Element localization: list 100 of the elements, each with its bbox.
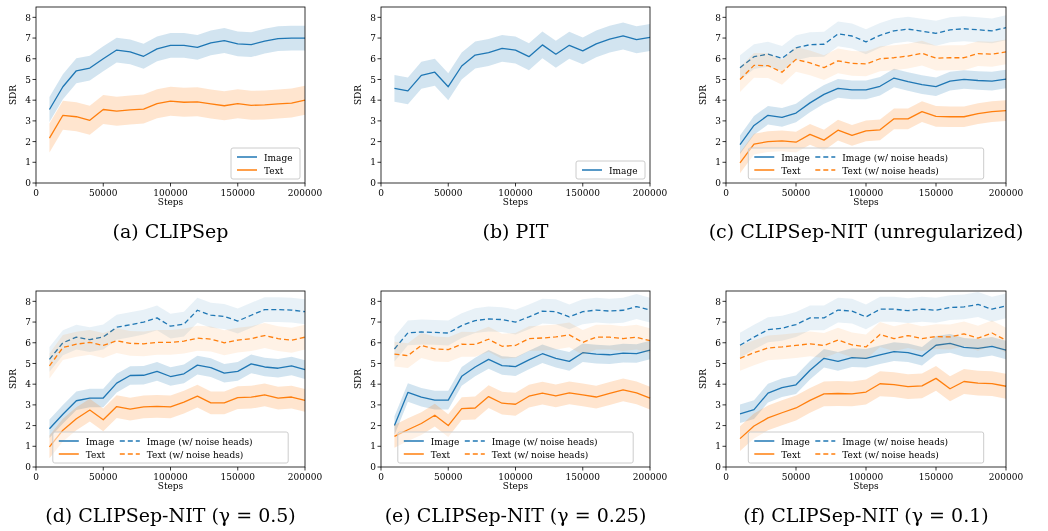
y-tick-label: 5 [25,358,32,369]
x-tick-label: 100000 [153,188,188,198]
line-series [739,303,1007,346]
y-tick-label: 3 [715,116,722,127]
y-tick-label: 7 [370,33,377,44]
y-tick-label: 1 [715,157,721,168]
x-tick-label: 200000 [988,188,1024,198]
x-axis-title: Steps [853,481,880,491]
y-tick-label: 4 [25,379,32,390]
x-axis-title: Steps [502,481,529,491]
legend-label: Text (w/ noise heads) [491,449,589,460]
y-tick-label: 7 [25,317,32,328]
x-tick-label: 100000 [848,188,884,198]
y-tick-label: 3 [25,116,32,127]
y-tick-label: 3 [370,400,377,411]
line-series [739,332,1007,359]
x-tick-label: 0 [378,472,385,482]
y-tick-label: 1 [25,441,31,452]
legend-label: Image [85,436,115,447]
y-tick-label: 7 [370,317,377,328]
legend-label: Image (w/ noise heads) [491,436,598,447]
y-tick-label: 3 [25,400,32,411]
x-axis-title: Steps [157,481,184,491]
legend-label: Text [430,449,451,460]
y-axis-title: SDR [698,84,708,106]
y-axis-title: SDR [698,368,708,390]
x-tick-label: 100000 [498,472,533,482]
legend-label: Text [264,165,284,176]
x-tick-label: 0 [33,472,40,482]
y-tick-label: 0 [370,462,377,473]
line-series [739,51,1007,81]
line-series [739,109,1007,164]
line-series [48,308,306,360]
y-tick-label: 2 [715,420,721,431]
y-tick-label: 2 [370,420,376,431]
text: (f) CLIPSep-NIT (γ = 0.1) [743,504,989,526]
x-tick-label: 50000 [781,472,811,482]
y-tick-label: 1 [370,441,376,452]
y-tick-label: 4 [25,95,32,106]
y-tick-label: 0 [715,462,722,473]
y-tick-label: 8 [370,12,377,23]
legend-label: Image [781,152,810,163]
legend-label: Text [85,449,106,460]
x-tick-label: 0 [723,188,730,198]
y-tick-label: 8 [25,296,32,307]
y-tick-label: 1 [25,157,31,168]
x-tick-label: 150000 [565,472,601,482]
line-series [739,27,1007,69]
y-tick-label: 4 [370,379,377,390]
y-tick-label: 0 [25,462,32,473]
x-tick-label: 200000 [287,188,323,198]
x-tick-label: 50000 [433,188,463,198]
text: (e) CLIPSep-NIT (γ = 0.25) [384,504,647,526]
text: (d) CLIPSep-NIT (γ = 0.5) [45,504,296,526]
y-tick-label: 0 [715,178,722,189]
x-tick-label: 200000 [632,472,668,482]
x-axis-title: Steps [502,197,529,207]
line-series [739,77,1007,146]
line-series [48,99,306,139]
y-tick-label: 7 [715,33,722,44]
line-series [48,334,306,367]
legend-label: Text [781,449,802,460]
y-tick-label: 5 [715,358,722,369]
x-axis-title: Steps [157,197,184,207]
y-tick-label: 5 [370,358,377,369]
y-tick-label: 6 [715,53,722,64]
y-tick-label: 5 [25,74,32,85]
legend-label: Image [781,436,810,447]
legend-label: Text [781,165,802,176]
y-tick-label: 2 [25,136,31,147]
y-tick-label: 6 [25,337,32,348]
y-tick-label: 3 [715,400,722,411]
y-tick-label: 6 [715,337,722,348]
x-tick-label: 0 [378,188,385,198]
text: (a) CLIPSep [112,220,229,242]
y-tick-label: 0 [25,178,32,189]
y-tick-label: 2 [25,420,31,431]
y-tick-label: 1 [715,441,721,452]
x-tick-label: 150000 [220,472,256,482]
y-tick-label: 3 [370,116,377,127]
line-series [393,389,651,438]
x-tick-label: 150000 [220,188,256,198]
y-tick-label: 6 [370,53,377,64]
x-tick-label: 150000 [918,472,954,482]
x-tick-label: 0 [723,472,730,482]
y-tick-label: 7 [715,317,722,328]
x-tick-label: 50000 [433,472,463,482]
x-tick-label: 100000 [153,472,188,482]
legend-label: Text (w/ noise heads) [842,449,939,460]
legend-label: Text (w/ noise heads) [842,165,939,176]
x-tick-label: 200000 [988,472,1024,482]
x-tick-label: 50000 [88,472,118,482]
x-tick-label: 100000 [498,188,533,198]
legend-label: Image (w/ noise heads) [842,152,949,163]
legend-label: Text (w/ noise heads) [146,449,244,460]
y-tick-label: 8 [715,12,722,23]
legend-label: Image [264,152,293,163]
line-series [393,35,651,92]
x-tick-label: 200000 [287,472,323,482]
y-tick-label: 7 [25,33,32,44]
